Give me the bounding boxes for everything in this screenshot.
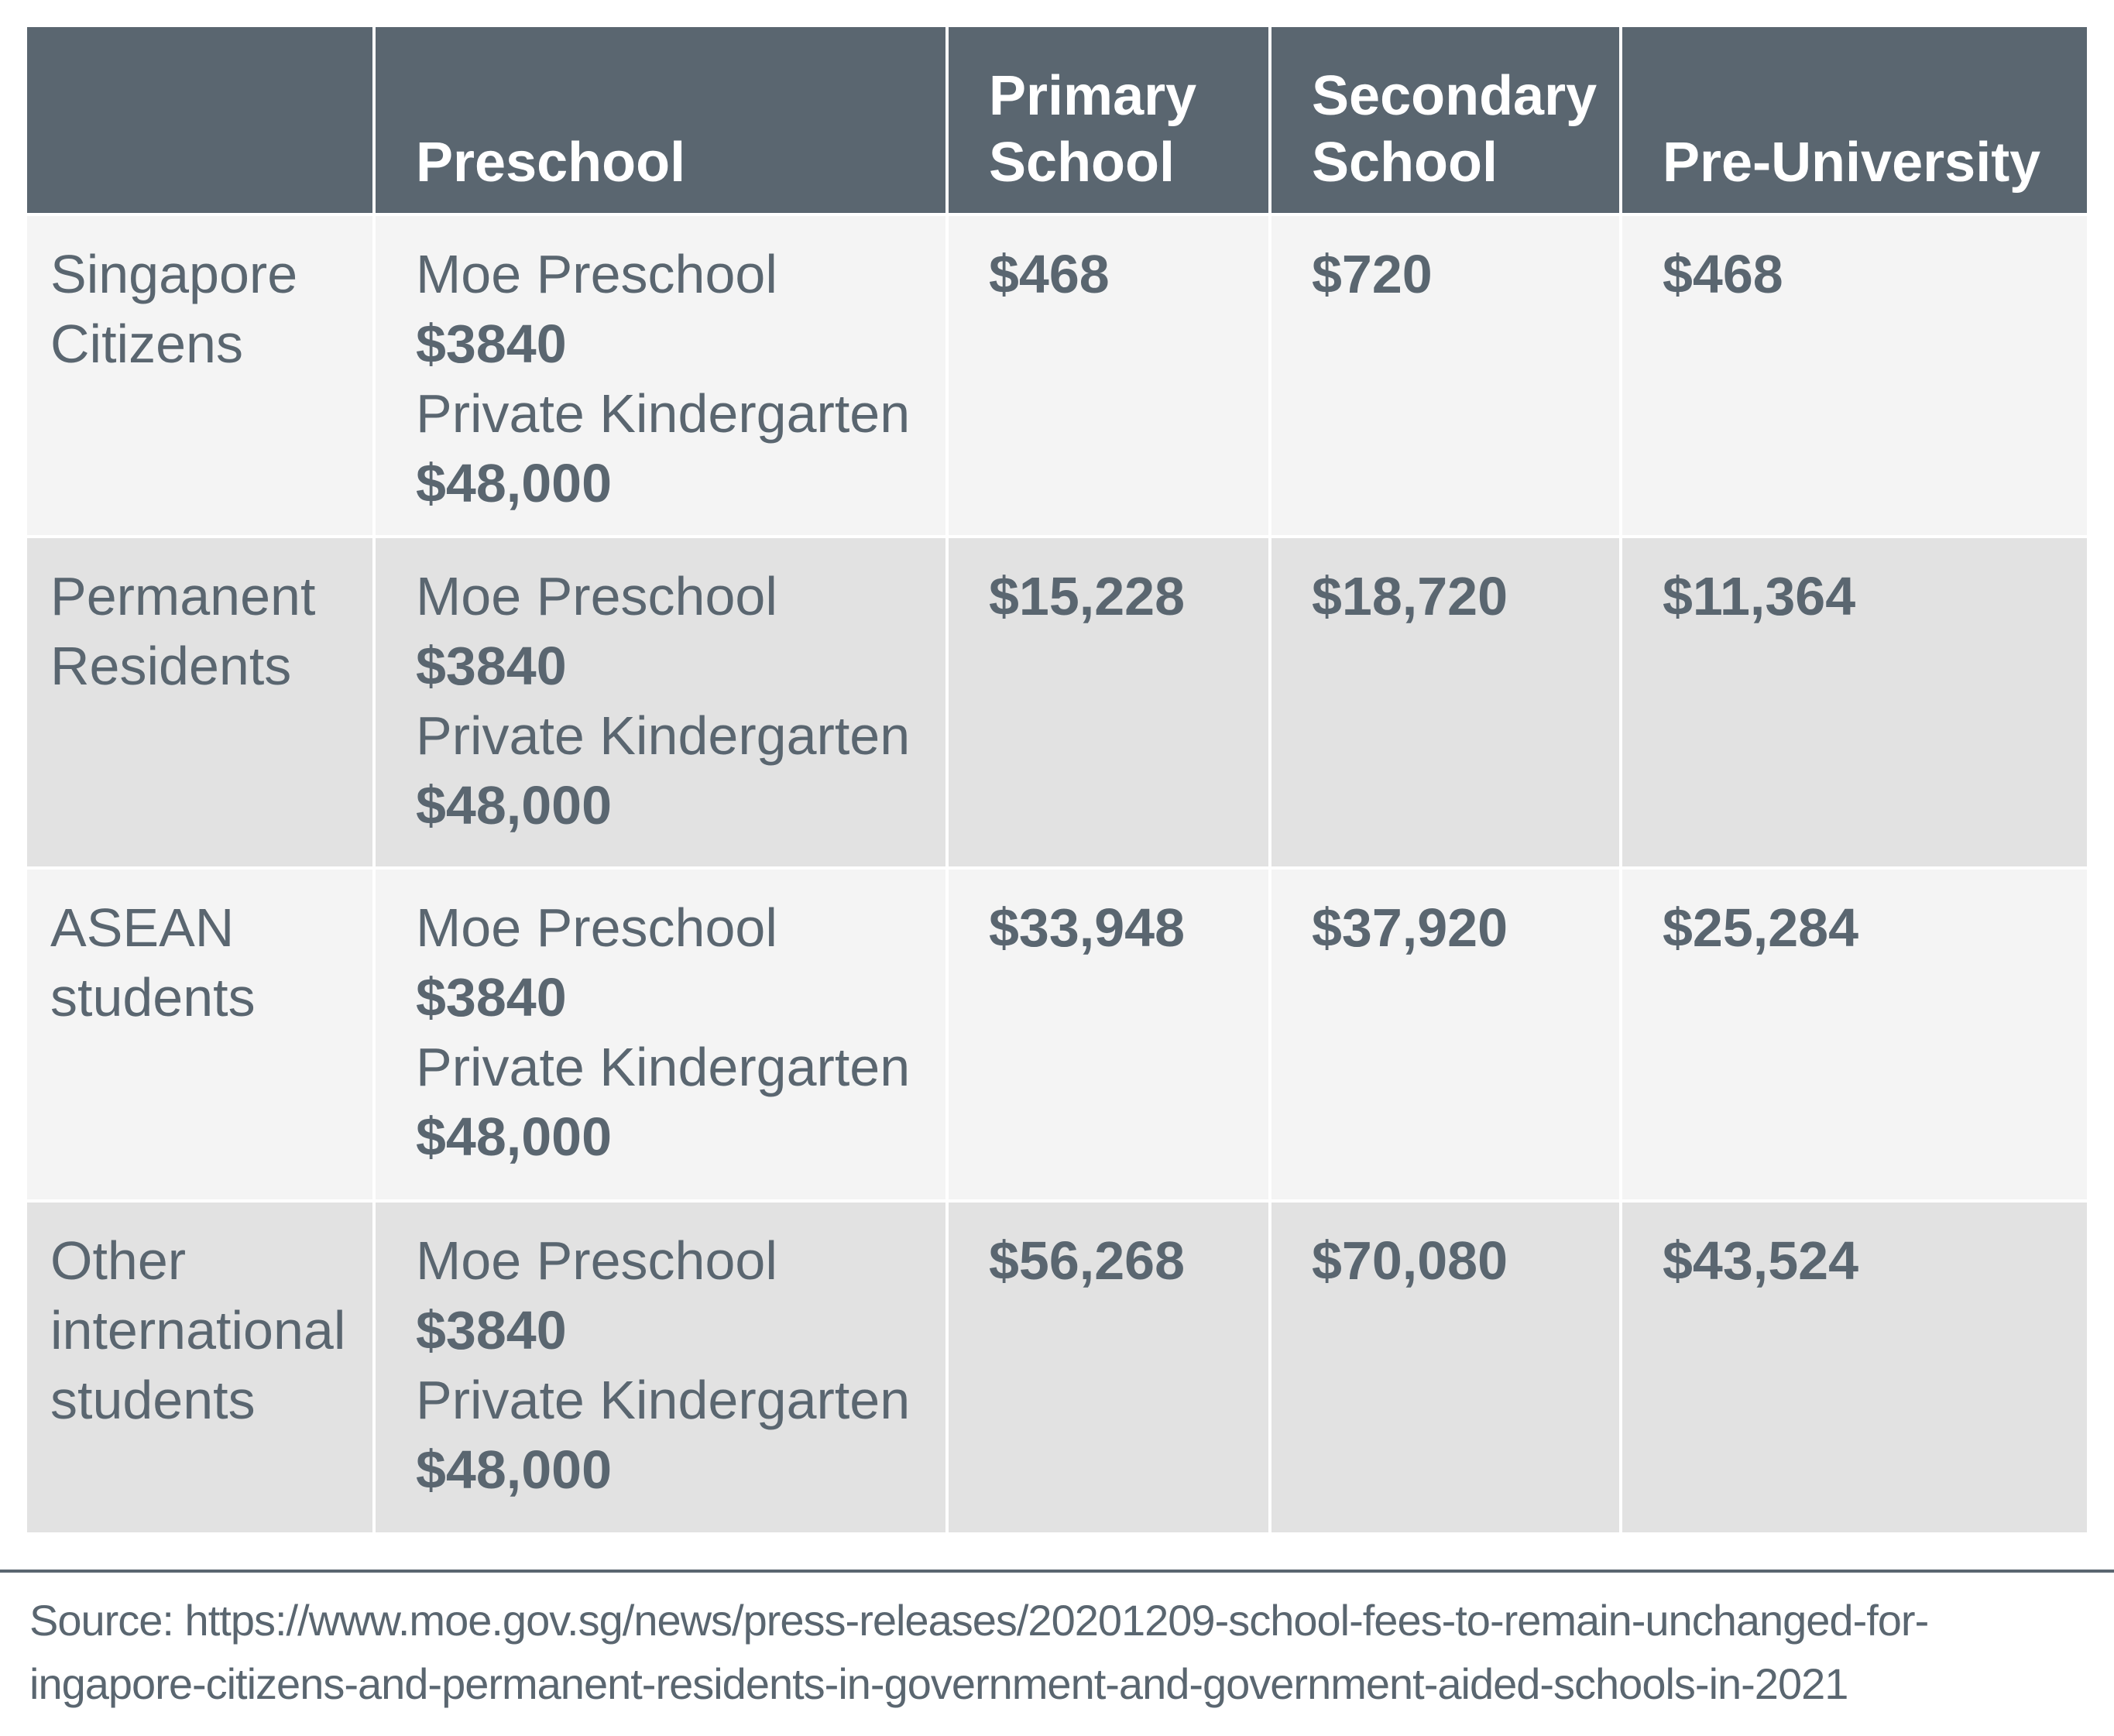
private-kindergarten-label: Private Kindergarten	[416, 383, 911, 444]
header-text: Preschool	[416, 132, 686, 194]
group-label: Permanent	[50, 566, 316, 626]
preschool-cell: Moe Preschool $3840 Private Kindergarten…	[376, 866, 949, 1199]
private-kindergarten-label: Private Kindergarten	[416, 705, 911, 766]
private-kindergarten-label: Private Kindergarten	[416, 1037, 911, 1097]
group-cell: Singapore Citizens	[27, 213, 376, 535]
moe-preschool-fee: $3840	[416, 967, 567, 1028]
group-label: Citizens	[50, 314, 243, 374]
group-label: students	[50, 967, 256, 1028]
header-cell-preschool: Preschool	[376, 27, 949, 213]
header-text: Pre-University	[1663, 132, 2041, 194]
source-line: Source: https://www.moe.gov.sg/news/pres…	[29, 1596, 1929, 1645]
group-label: students	[50, 1370, 256, 1430]
private-kindergarten-fee: $48,000	[416, 775, 613, 835]
moe-preschool-label: Moe Preschool	[416, 244, 777, 304]
header-text: Secondary	[1312, 65, 1598, 127]
group-label: Singapore	[50, 244, 298, 304]
group-cell: Permanent Residents	[27, 535, 376, 866]
secondary-fee: $37,920	[1271, 866, 1622, 1199]
group-label: Other	[50, 1230, 187, 1291]
primary-fee: $468	[949, 213, 1271, 535]
group-label: Residents	[50, 636, 292, 696]
pre-university-fee: $43,524	[1622, 1199, 2087, 1532]
pre-university-fee: $25,284	[1622, 866, 2087, 1199]
pre-university-fee: $11,364	[1622, 535, 2087, 866]
preschool-cell: Moe Preschool $3840 Private Kindergarten…	[376, 1199, 949, 1532]
table-row: Other international students Moe Prescho…	[27, 1199, 2087, 1532]
table-row: Permanent Residents Moe Preschool $3840 …	[27, 535, 2087, 866]
secondary-fee: $70,080	[1271, 1199, 1622, 1532]
private-kindergarten-fee: $48,000	[416, 453, 613, 513]
pre-university-fee: $468	[1622, 213, 2087, 535]
group-cell: Other international students	[27, 1199, 376, 1532]
header-cell-primary: Primary School	[949, 27, 1271, 213]
header-row: Preschool Primary School Secondary Schoo…	[27, 27, 2087, 213]
header-text: Primary	[989, 65, 1197, 127]
header-cell-pre-university: Pre-University	[1622, 27, 2087, 213]
header-cell-secondary: Secondary School	[1271, 27, 1622, 213]
private-kindergarten-fee: $48,000	[416, 1439, 613, 1500]
table-row: Singapore Citizens Moe Preschool $3840 P…	[27, 213, 2087, 535]
primary-fee: $15,228	[949, 535, 1271, 866]
header-text: School	[989, 132, 1175, 194]
moe-preschool-fee: $3840	[416, 636, 567, 696]
header-cell-group	[27, 27, 376, 213]
group-cell: ASEAN students	[27, 866, 376, 1199]
moe-preschool-fee: $3840	[416, 1300, 567, 1360]
group-label: ASEAN	[50, 897, 235, 958]
primary-fee: $56,268	[949, 1199, 1271, 1532]
preschool-cell: Moe Preschool $3840 Private Kindergarten…	[376, 213, 949, 535]
source-note: Source: https://www.moe.gov.sg/news/pres…	[29, 1589, 2105, 1716]
preschool-cell: Moe Preschool $3840 Private Kindergarten…	[376, 535, 949, 866]
moe-preschool-fee: $3840	[416, 314, 567, 374]
source-divider	[0, 1570, 2114, 1573]
secondary-fee: $720	[1271, 213, 1622, 535]
moe-preschool-label: Moe Preschool	[416, 566, 777, 626]
moe-preschool-label: Moe Preschool	[416, 897, 777, 958]
moe-preschool-label: Moe Preschool	[416, 1230, 777, 1291]
primary-fee: $33,948	[949, 866, 1271, 1199]
school-fees-table: Preschool Primary School Secondary Schoo…	[27, 27, 2087, 1532]
secondary-fee: $18,720	[1271, 535, 1622, 866]
source-line: ingapore-citizens-and-permanent-resident…	[29, 1659, 1848, 1708]
private-kindergarten-label: Private Kindergarten	[416, 1370, 911, 1430]
header-text: School	[1312, 132, 1498, 194]
private-kindergarten-fee: $48,000	[416, 1106, 613, 1167]
table-row: ASEAN students Moe Preschool $3840 Priva…	[27, 866, 2087, 1199]
group-label: international	[50, 1300, 346, 1360]
